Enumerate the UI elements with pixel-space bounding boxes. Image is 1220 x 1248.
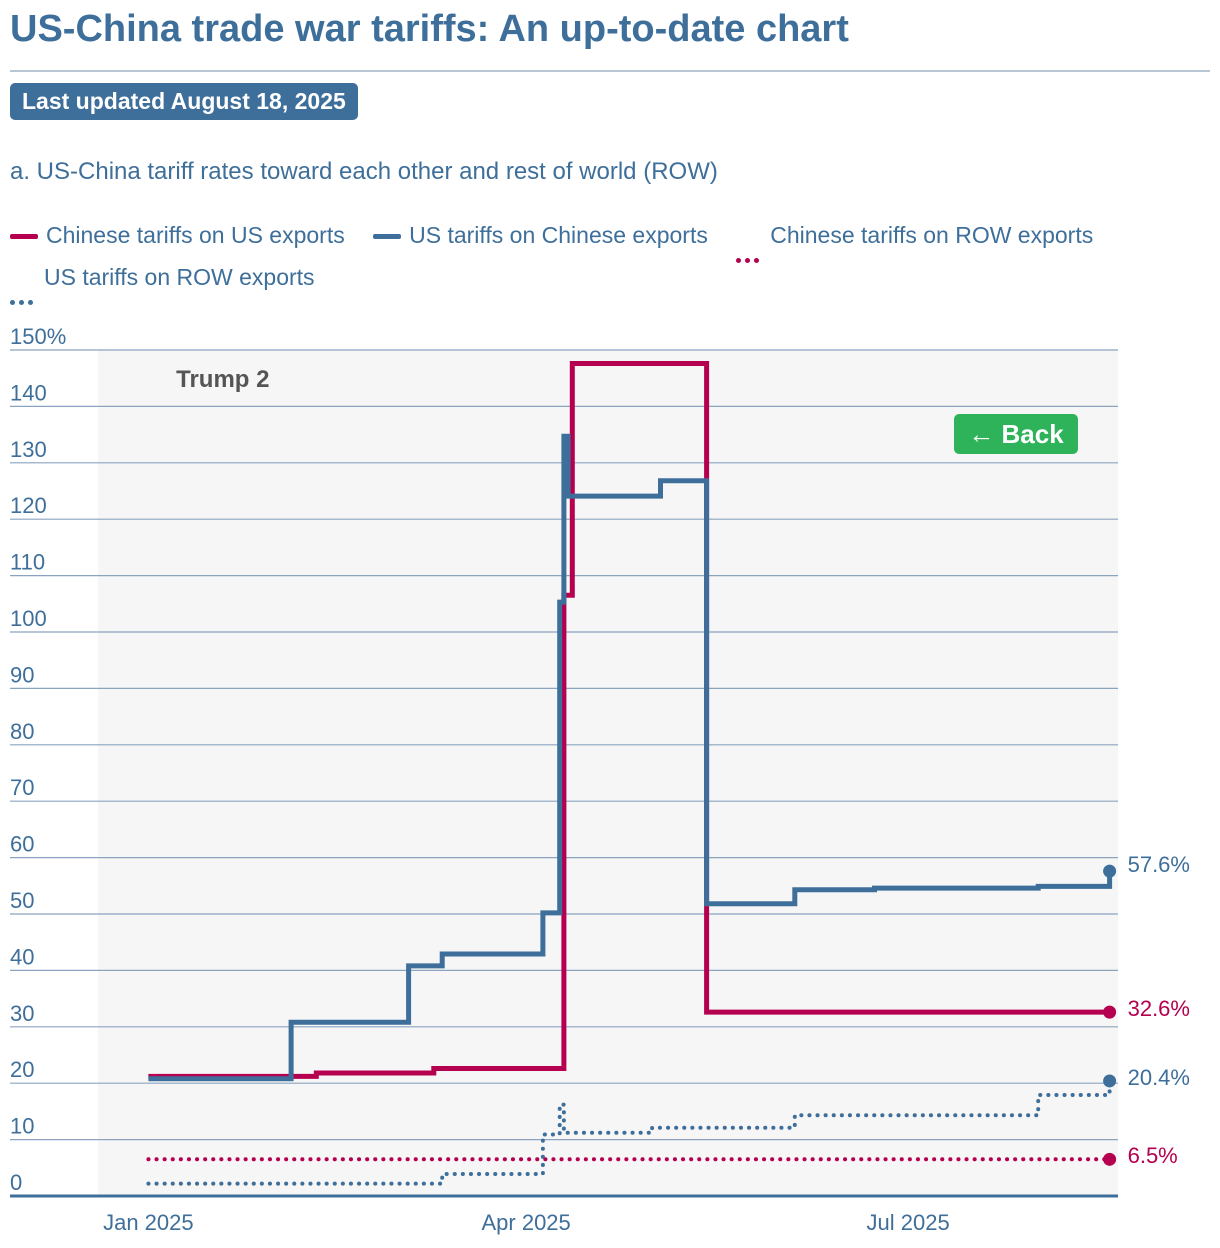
- chart-subtitle: a. US-China tariff rates toward each oth…: [10, 158, 718, 185]
- y-tick-label: 10: [10, 1114, 34, 1139]
- y-tick-label: 20: [10, 1057, 34, 1082]
- legend-label: US tariffs on Chinese exports: [409, 222, 708, 248]
- last-updated-badge: Last updated August 18, 2025: [10, 83, 358, 120]
- legend-swatch-dotted-icon: [736, 234, 762, 263]
- legend-swatch-solid-icon: [10, 234, 38, 240]
- series-end-label: 20.4%: [1128, 1065, 1190, 1090]
- y-tick-label: 80: [10, 719, 34, 744]
- back-button[interactable]: ← Back: [954, 414, 1078, 454]
- legend-item-china-row[interactable]: Chinese tariffs on ROW exports: [736, 222, 1094, 263]
- y-tick-label: 30: [10, 1001, 34, 1026]
- series-end-label: 6.5%: [1128, 1143, 1178, 1168]
- series-line-2: [148, 433, 1113, 1082]
- y-tick-label: 110: [10, 550, 45, 575]
- series-end-point: [1103, 864, 1117, 878]
- y-tick-label: 70: [10, 775, 34, 800]
- y-tick-label: 0: [10, 1170, 22, 1195]
- page-title: US-China trade war tariffs: An up-to-dat…: [10, 8, 849, 50]
- x-tick-label: Apr 2025: [481, 1210, 570, 1235]
- legend-label: Chinese tariffs on ROW exports: [770, 222, 1094, 248]
- y-tick-label: 60: [10, 832, 34, 857]
- legend-item-china-us[interactable]: Chinese tariffs on US exports: [10, 222, 345, 248]
- legend-label: Chinese tariffs on US exports: [46, 222, 345, 248]
- x-tick-label: Jan 2025: [103, 1210, 194, 1235]
- series-line-1: [148, 361, 1110, 1079]
- annotation-label: Trump 2: [176, 366, 269, 393]
- title-divider: [10, 70, 1210, 72]
- legend-item-us-china[interactable]: US tariffs on Chinese exports: [373, 222, 708, 248]
- y-tick-label: 130: [10, 437, 47, 462]
- legend-label: US tariffs on ROW exports: [44, 264, 315, 290]
- series-line-4: [146, 1078, 1112, 1186]
- y-tick-label: 120: [10, 493, 47, 518]
- y-tick-label: 50: [10, 888, 34, 913]
- y-tick-label: 40: [10, 944, 34, 969]
- plot-shade-region: [98, 350, 1118, 1196]
- legend-item-us-row[interactable]: US tariffs on ROW exports: [10, 264, 315, 305]
- series-end-point: [1103, 1074, 1117, 1088]
- x-tick-label: Jul 2025: [867, 1210, 950, 1235]
- series-end-label: 57.6%: [1128, 852, 1190, 877]
- y-tick-label: 100: [10, 606, 47, 631]
- legend-swatch-dotted-icon: [10, 276, 36, 305]
- series-end-point: [1103, 1005, 1117, 1019]
- y-tick-label: 90: [10, 662, 34, 687]
- y-tick-label: 150%: [10, 324, 66, 349]
- chart-legend: Chinese tariffs on US exports US tariffs…: [10, 214, 1200, 305]
- series-end-label: 32.6%: [1128, 996, 1190, 1021]
- y-tick-label: 140: [10, 380, 47, 405]
- series-end-point: [1103, 1152, 1117, 1166]
- legend-swatch-solid-icon: [373, 234, 402, 240]
